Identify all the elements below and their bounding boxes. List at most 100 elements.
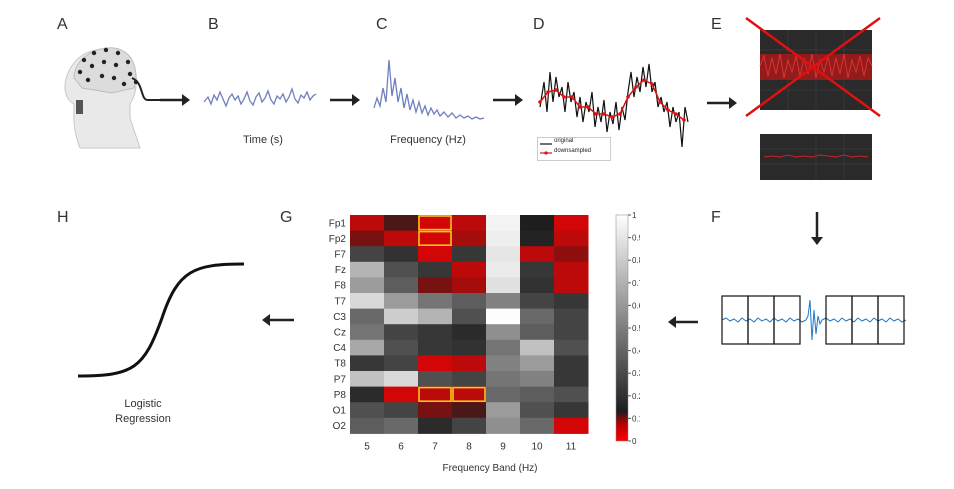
heatmap-cell-Fp2-6 [384,230,419,247]
heatmap-cell-Cz-6 [384,324,419,341]
heatmap-cell-P7-6 [384,371,419,388]
arrow-d-to-e [707,97,737,109]
heatmap-y-tick-label: Fp2 [329,234,347,245]
heatmap-cell-Fp2-7 [418,230,453,247]
heatmap-cell-C3-6 [384,308,419,325]
frequency-axis-caption: Frequency (Hz) [390,134,466,146]
heatmap-cell-F8-8 [452,277,487,294]
colorbar-tick-label: 0.2 [632,392,640,401]
arrow-f-to-g [668,316,698,328]
heatmap-cell-Fp1-9 [486,215,521,232]
heatmap-cell-P8-11 [554,386,589,403]
heatmap-cell-Fp2-8 [452,230,487,247]
heatmap-cell-T7-8 [452,293,487,310]
heatmap-x-axis-label: Frequency Band (Hz) [442,463,537,474]
heatmap-cell-Fp1-11 [554,215,589,232]
logistic-curve [77,262,245,378]
heatmap-y-tick-label: O2 [333,421,347,432]
heatmap-cell-Fp1-8 [452,215,487,232]
heatmap-cell-P7-10 [520,371,555,388]
eeg-windowed-segments [721,295,907,345]
heatmap-cell-Fz-10 [520,261,555,278]
heatmap-y-tick-label: Fp1 [329,218,347,229]
heatmap-cell-Fp1-7 [418,215,453,232]
colorbar-tick-label: 0.7 [632,279,640,288]
heatmap-highlight-box [418,230,452,247]
heatmap-y-tick-label: O1 [333,406,347,417]
heatmap-cell-P8-5 [350,386,385,403]
panel-letter-f: F [711,209,721,226]
panel-letter-d: D [533,16,545,33]
arrow-e-to-f [811,212,823,245]
heatmap-cell-O2-11 [554,417,589,434]
heatmap-cell-C4-6 [384,339,419,356]
heatmap-y-tick-label: P8 [334,390,347,401]
heatmap-cell-O1-6 [384,402,419,419]
heatmap-cell-Fp1-5 [350,215,385,232]
colorbar-tick-label: 0 [632,437,637,446]
heatmap-cell-T8-11 [554,355,589,372]
logistic-caption-line1: Logistic [124,398,162,410]
heatmap-cell-F8-10 [520,277,555,294]
legend-original-swatch [540,143,552,145]
colorbar-tick-label: 0.9 [632,234,640,243]
heatmap-cell-Fz-8 [452,261,487,278]
heatmap-y-tick-label: F7 [334,250,346,261]
heatmap-cell-C3-10 [520,308,555,325]
heatmap-cell-F8-6 [384,277,419,294]
heatmap-cell-O2-6 [384,417,419,434]
heatmap-cell-C3-5 [350,308,385,325]
heatmap-cell-O2-5 [350,417,385,434]
heatmap-cell-T8-5 [350,355,385,372]
arrow-g-to-h [262,314,294,326]
heatmap-cell-O1-9 [486,402,521,419]
heatmap-cell-T7-11 [554,293,589,310]
heatmap-cell-Cz-5 [350,324,385,341]
artifact-rejection-panels [745,16,881,180]
heatmap-x-tick-label: 7 [432,441,438,452]
heatmap-highlight-box [452,386,486,403]
heatmap-cell-Fz-9 [486,261,521,278]
panel-letter-a: A [57,16,68,33]
heatmap-cell-T7-9 [486,293,521,310]
heatmap-cell-P7-7 [418,371,453,388]
panel-letter-b: B [208,16,219,33]
heatmap-cell-F8-7 [418,277,453,294]
heatmap-cell-O2-9 [486,417,521,434]
heatmap-cell-C4-11 [554,339,589,356]
panel-letter-c: C [376,16,388,33]
heatmap-y-tick-label: F8 [334,281,346,292]
heatmap-cell-T8-9 [486,355,521,372]
heatmap-cell-T8-8 [452,355,487,372]
heatmap-cell-F8-9 [486,277,521,294]
heatmap-cell-Cz-9 [486,324,521,341]
colorbar-tick-label: 1 [632,211,637,220]
heatmap-cell-T7-6 [384,293,419,310]
heatmap-cell-F7-9 [486,246,521,263]
heatmap-cell-F7-6 [384,246,419,263]
heatmap-y-tick-label: P7 [334,374,347,385]
heatmap-cell-T8-7 [418,355,453,372]
heatmap-cell-C4-9 [486,339,521,356]
heatmap-cell-Fz-5 [350,261,385,278]
heatmap-cell-O1-5 [350,402,385,419]
heatmap-cell-C3-11 [554,308,589,325]
panel-letter-g: G [280,209,293,226]
heatmap-y-tick-label: Fz [335,265,346,276]
heatmap-cell-P8-7 [418,386,453,403]
legend-downsampled-label: downsampled [554,148,592,154]
heatmap-y-tick-label: C4 [333,343,346,354]
legend-original-label: original [554,138,574,144]
heatmap-cell-C4-10 [520,339,555,356]
heatmap-highlight-box [418,215,452,231]
heatmap-cell-F7-10 [520,246,555,263]
heatmap-highlight-box [418,386,452,403]
heatmap-cell-F7-8 [452,246,487,263]
heatmap-y-tick-label: C3 [333,312,346,323]
heatmap-cell-O2-10 [520,417,555,434]
heatmap-cell-Fz-6 [384,261,419,278]
frequency-spectrum-signal [373,59,485,120]
time-domain-signal [203,86,317,108]
heatmap-x-tick-label: 10 [531,441,543,452]
